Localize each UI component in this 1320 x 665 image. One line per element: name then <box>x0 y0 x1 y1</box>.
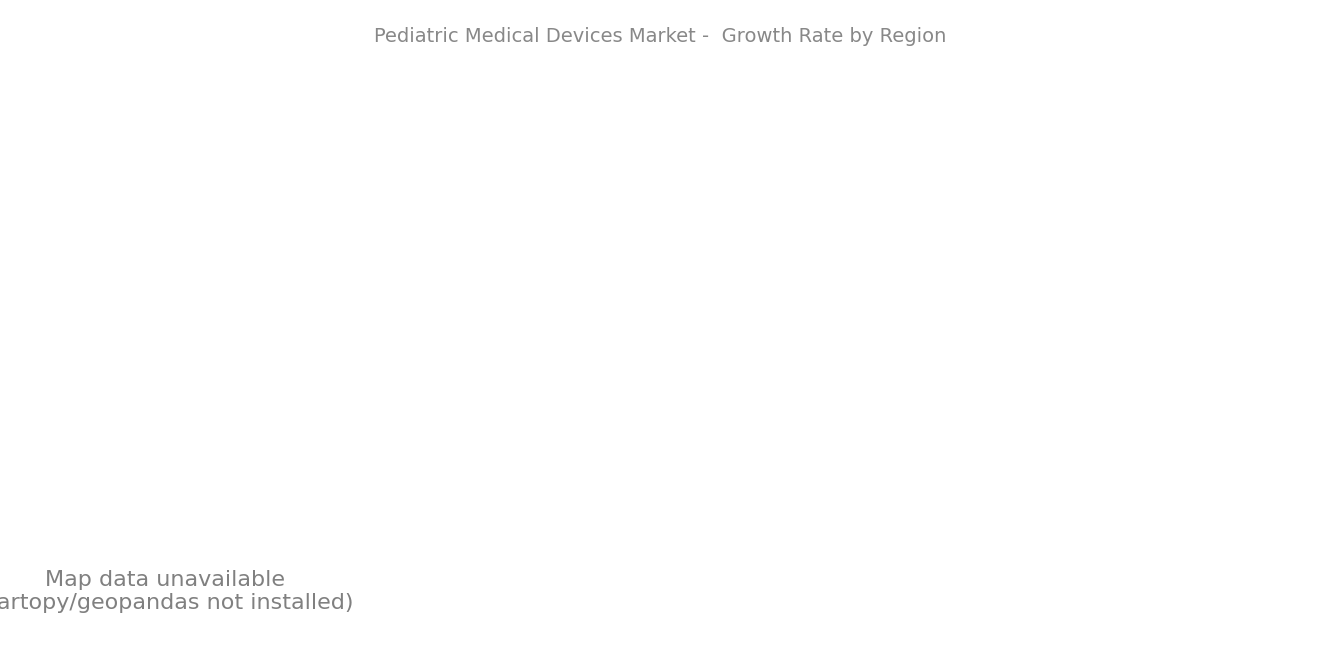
Text: Map data unavailable
(cartopy/geopandas not installed): Map data unavailable (cartopy/geopandas … <box>0 570 354 613</box>
Text: Pediatric Medical Devices Market -  Growth Rate by Region: Pediatric Medical Devices Market - Growt… <box>374 27 946 46</box>
